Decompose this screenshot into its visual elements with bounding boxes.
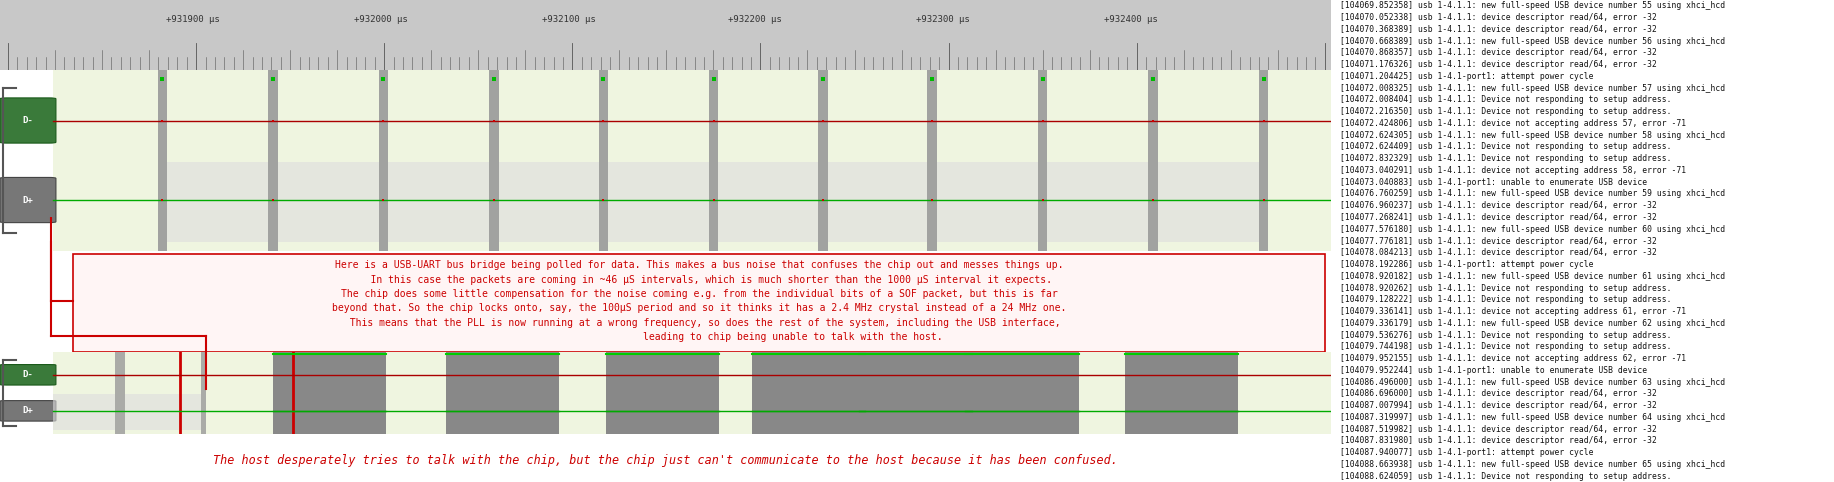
Bar	[607, 162, 710, 241]
Bar	[499, 162, 598, 241]
FancyBboxPatch shape	[0, 98, 55, 143]
Bar	[389, 162, 490, 241]
Text: [104076.960237] usb 1-4.1.1: device descriptor read/64, error -32: [104076.960237] usb 1-4.1.1: device desc…	[1341, 201, 1656, 210]
FancyBboxPatch shape	[0, 177, 55, 223]
Bar	[180, 348, 293, 438]
Text: [104077.268241] usb 1-4.1.1: device descriptor read/64, error -32: [104077.268241] usb 1-4.1.1: device desc…	[1341, 213, 1656, 222]
Bar	[202, 352, 211, 434]
Text: [104087.319997] usb 1-4.1.1: new full-speed USB device number 64 using xhci_hcd: [104087.319997] usb 1-4.1.1: new full-sp…	[1341, 413, 1726, 422]
Text: [104070.368389] usb 1-4.1.1: device descriptor read/64, error -32: [104070.368389] usb 1-4.1.1: device desc…	[1341, 25, 1656, 34]
Text: [104072.008404] usb 1-4.1.1: Device not responding to setup address.: [104072.008404] usb 1-4.1.1: Device not …	[1341, 95, 1671, 105]
Bar	[273, 352, 387, 434]
Bar	[965, 352, 1078, 434]
Bar	[158, 70, 167, 251]
Bar	[928, 70, 937, 251]
Text: +932000 μs: +932000 μs	[354, 15, 407, 24]
Text: [104079.336141] usb 1-4.1.1: device not accepting address 61, error -71: [104079.336141] usb 1-4.1.1: device not …	[1341, 307, 1685, 316]
Bar	[114, 352, 125, 434]
Text: [104088.624059] usb 1-4.1.1: Device not responding to setup address.: [104088.624059] usb 1-4.1.1: Device not …	[1341, 471, 1671, 481]
Text: [104086.496000] usb 1-4.1.1: new full-speed USB device number 63 using xhci_hcd: [104086.496000] usb 1-4.1.1: new full-sp…	[1341, 377, 1726, 387]
Bar	[1258, 70, 1269, 251]
Bar	[167, 162, 268, 241]
Bar	[490, 70, 499, 251]
Text: [104077.576180] usb 1-4.1.1: new full-speed USB device number 60 using xhci_hcd: [104077.576180] usb 1-4.1.1: new full-sp…	[1341, 225, 1726, 234]
Text: The host desperately tries to talk with the chip, but the chip just can't commun: The host desperately tries to talk with …	[213, 454, 1119, 467]
Text: +932100 μs: +932100 μs	[541, 15, 596, 24]
Text: [104078.920182] usb 1-4.1.1: new full-speed USB device number 61 using xhci_hcd: [104078.920182] usb 1-4.1.1: new full-sp…	[1341, 272, 1726, 281]
Bar	[710, 70, 719, 251]
Bar	[125, 394, 202, 430]
Text: [104078.084213] usb 1-4.1.1: device descriptor read/64, error -32: [104078.084213] usb 1-4.1.1: device desc…	[1341, 248, 1656, 257]
Text: [104087.831980] usb 1-4.1.1: device descriptor read/64, error -32: [104087.831980] usb 1-4.1.1: device desc…	[1341, 436, 1656, 445]
Text: [104078.920262] usb 1-4.1.1: Device not responding to setup address.: [104078.920262] usb 1-4.1.1: Device not …	[1341, 283, 1671, 293]
Text: +932300 μs: +932300 μs	[915, 15, 970, 24]
Text: [104088.663938] usb 1-4.1.1: new full-speed USB device number 65 using xhci_hcd: [104088.663938] usb 1-4.1.1: new full-sp…	[1341, 460, 1726, 469]
Bar	[53, 394, 114, 430]
Bar	[827, 162, 928, 241]
Bar	[858, 352, 972, 434]
Text: [104071.204425] usb 1-4.1-port1: attempt power cycle: [104071.204425] usb 1-4.1-port1: attempt…	[1341, 72, 1594, 81]
Text: [104079.536276] usb 1-4.1.1: Device not responding to setup address.: [104079.536276] usb 1-4.1.1: Device not …	[1341, 331, 1671, 339]
Text: [104072.624409] usb 1-4.1.1: Device not responding to setup address.: [104072.624409] usb 1-4.1.1: Device not …	[1341, 143, 1671, 151]
Text: [104072.624305] usb 1-4.1.1: new full-speed USB device number 58 using xhci_hcd: [104072.624305] usb 1-4.1.1: new full-sp…	[1341, 131, 1726, 140]
FancyBboxPatch shape	[0, 401, 55, 421]
Bar	[1038, 70, 1047, 251]
Text: +932200 μs: +932200 μs	[728, 15, 781, 24]
Text: [104078.192286] usb 1-4.1-port1: attempt power cycle: [104078.192286] usb 1-4.1-port1: attempt…	[1341, 260, 1594, 269]
Bar	[818, 70, 827, 251]
Text: [104070.052338] usb 1-4.1.1: device descriptor read/64, error -32: [104070.052338] usb 1-4.1.1: device desc…	[1341, 13, 1656, 22]
Text: [104087.007994] usb 1-4.1.1: device descriptor read/64, error -32: [104087.007994] usb 1-4.1.1: device desc…	[1341, 401, 1656, 410]
Text: [104087.940077] usb 1-4.1-port1: attempt power cycle: [104087.940077] usb 1-4.1-port1: attempt…	[1341, 448, 1594, 457]
Bar	[937, 162, 1038, 241]
Text: +932400 μs: +932400 μs	[1104, 15, 1157, 24]
Text: D+: D+	[22, 406, 33, 415]
Text: [104072.216350] usb 1-4.1.1: Device not responding to setup address.: [104072.216350] usb 1-4.1.1: Device not …	[1341, 107, 1671, 116]
Text: [104079.744198] usb 1-4.1.1: Device not responding to setup address.: [104079.744198] usb 1-4.1.1: Device not …	[1341, 342, 1671, 351]
Text: D+: D+	[22, 196, 33, 204]
FancyBboxPatch shape	[0, 364, 55, 385]
Bar	[598, 70, 607, 251]
Bar	[1157, 162, 1258, 241]
Bar	[719, 162, 818, 241]
Text: [104072.008325] usb 1-4.1.1: new full-speed USB device number 57 using xhci_hcd: [104072.008325] usb 1-4.1.1: new full-sp…	[1341, 84, 1726, 93]
Text: [104069.852358] usb 1-4.1.1: new full-speed USB device number 55 using xhci_hcd: [104069.852358] usb 1-4.1.1: new full-sp…	[1341, 1, 1726, 11]
Text: [104072.424806] usb 1-4.1.1: device not accepting address 57, error -71: [104072.424806] usb 1-4.1.1: device not …	[1341, 119, 1685, 128]
Text: [104086.696000] usb 1-4.1.1: device descriptor read/64, error -32: [104086.696000] usb 1-4.1.1: device desc…	[1341, 389, 1656, 398]
Text: [104072.832329] usb 1-4.1.1: Device not responding to setup address.: [104072.832329] usb 1-4.1.1: Device not …	[1341, 154, 1671, 163]
Bar	[277, 162, 380, 241]
Bar	[1124, 352, 1238, 434]
Text: [104079.336179] usb 1-4.1.1: new full-speed USB device number 62 using xhci_hcd: [104079.336179] usb 1-4.1.1: new full-sp…	[1341, 319, 1726, 328]
Text: [104079.952244] usb 1-4.1-port1: unable to enumerate USB device: [104079.952244] usb 1-4.1-port1: unable …	[1341, 366, 1647, 375]
Text: Here is a USB-UART bus bridge being polled for data. This makes a bus noise that: Here is a USB-UART bus bridge being poll…	[332, 260, 1066, 342]
Text: D-: D-	[22, 116, 33, 125]
Text: D-: D-	[22, 370, 33, 379]
Text: [104070.668389] usb 1-4.1.1: new full-speed USB device number 56 using xhci_hcd: [104070.668389] usb 1-4.1.1: new full-sp…	[1341, 37, 1726, 46]
Bar	[380, 70, 389, 251]
Text: +931900 μs: +931900 μs	[167, 15, 220, 24]
Bar	[207, 352, 270, 434]
Text: [104079.952155] usb 1-4.1.1: device not accepting address 62, error -71: [104079.952155] usb 1-4.1.1: device not …	[1341, 354, 1685, 363]
Text: [104071.176326] usb 1-4.1.1: device descriptor read/64, error -32: [104071.176326] usb 1-4.1.1: device desc…	[1341, 60, 1656, 69]
Text: [104076.760259] usb 1-4.1.1: new full-speed USB device number 59 using xhci_hcd: [104076.760259] usb 1-4.1.1: new full-sp…	[1341, 189, 1726, 199]
Bar	[1148, 70, 1157, 251]
Bar	[605, 352, 719, 434]
Text: [104077.776181] usb 1-4.1.1: device descriptor read/64, error -32: [104077.776181] usb 1-4.1.1: device desc…	[1341, 237, 1656, 245]
Text: [104079.128222] usb 1-4.1.1: Device not responding to setup address.: [104079.128222] usb 1-4.1.1: Device not …	[1341, 295, 1671, 304]
Bar	[752, 352, 866, 434]
Text: [104087.519982] usb 1-4.1.1: device descriptor read/64, error -32: [104087.519982] usb 1-4.1.1: device desc…	[1341, 425, 1656, 434]
Bar	[268, 70, 277, 251]
Bar	[446, 352, 559, 434]
Text: [104073.040291] usb 1-4.1.1: device not accepting address 58, error -71: [104073.040291] usb 1-4.1.1: device not …	[1341, 166, 1685, 175]
Text: [104070.868357] usb 1-4.1.1: device descriptor read/64, error -32: [104070.868357] usb 1-4.1.1: device desc…	[1341, 48, 1656, 57]
Bar	[1047, 162, 1148, 241]
Text: [104073.040883] usb 1-4.1-port1: unable to enumerate USB device: [104073.040883] usb 1-4.1-port1: unable …	[1341, 178, 1647, 187]
